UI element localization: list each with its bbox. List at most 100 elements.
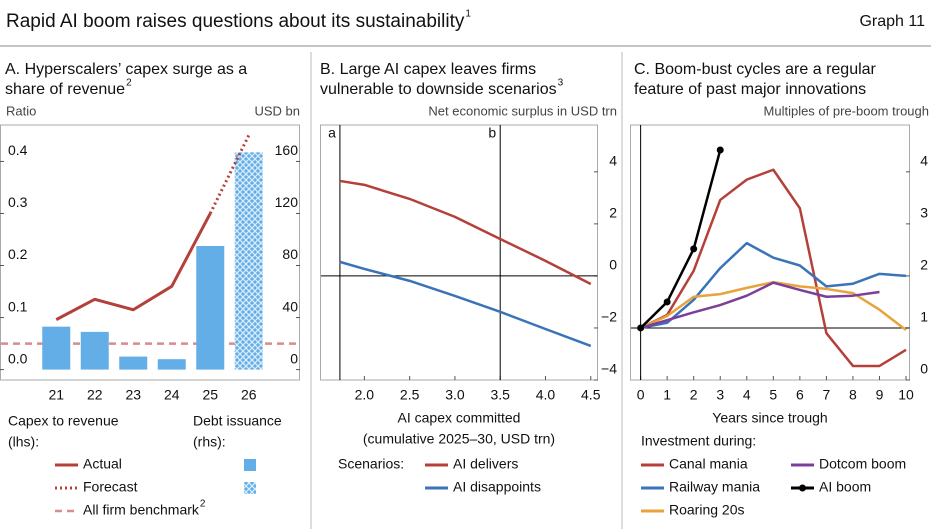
y-tick-label: 0.2 — [8, 246, 28, 262]
y-tick-label: 0.1 — [8, 298, 28, 314]
x-tick-label: 2 — [690, 387, 698, 403]
x-tick-label: 0 — [637, 387, 645, 403]
legend-swatch — [799, 484, 806, 492]
x-tick-label: 26 — [241, 387, 257, 403]
x-tick-label: 3.0 — [445, 387, 465, 403]
x-tick-label: 5 — [769, 387, 777, 403]
panel-subtitle: C. Boom-bust cycles are a regular — [634, 61, 877, 78]
x-tick-label: 2.5 — [400, 387, 420, 403]
y-tick-label: 0 — [920, 361, 928, 377]
legend-title: Scenarios: — [338, 456, 404, 472]
legend-label: AI boom — [819, 479, 871, 495]
legend-label: Roaring 20s — [669, 502, 745, 518]
y-tick-label: 2 — [609, 205, 617, 221]
y-tick-label: 0.0 — [8, 350, 28, 366]
footnote-mark: 2 — [200, 499, 206, 510]
title: Rapid AI boom raises questions about its… — [6, 11, 465, 32]
x-tick-label: 24 — [164, 387, 180, 403]
footnote-mark: 2 — [126, 78, 132, 89]
footnote-mark: 3 — [558, 78, 564, 89]
y-axis-label: Ratio — [6, 103, 36, 118]
bar — [196, 245, 225, 370]
legend-swatch — [244, 459, 256, 471]
legend-label: AI delivers — [453, 456, 518, 472]
y2-tick-label: 160 — [275, 142, 299, 158]
legend-title: (lhs): — [8, 434, 39, 450]
x-tick-label: 9 — [876, 387, 884, 403]
x-tick-label: 6 — [796, 387, 804, 403]
x-tick-label: 4.0 — [536, 387, 556, 403]
x-tick-label: 3.5 — [490, 387, 510, 403]
footnote-mark: 1 — [465, 9, 471, 20]
x-tick-label: 23 — [125, 387, 141, 403]
y2-tick-label: 0 — [290, 350, 298, 366]
y-tick-label: 3 — [920, 205, 928, 221]
y-axis-label: Multiples of pre-boom trough — [764, 103, 929, 118]
legend-label: Dotcom boom — [819, 456, 906, 472]
y-tick-label: 0 — [609, 257, 617, 273]
x-tick-label: 4.5 — [581, 387, 601, 403]
data-line — [640, 280, 907, 332]
data-line — [339, 260, 592, 348]
y-tick-label: 4 — [920, 153, 928, 169]
plot-frame — [320, 124, 598, 381]
x-tick-label: 10 — [898, 387, 914, 403]
x-tick-label: 2.0 — [355, 387, 375, 403]
x-tick-label: 3 — [716, 387, 724, 403]
data-point — [637, 324, 645, 332]
panel-subtitle: share of revenue — [5, 81, 125, 98]
legend-label: All firm benchmark — [83, 502, 200, 518]
legend-swatch — [244, 482, 256, 494]
y-tick-label: 1 — [920, 309, 928, 325]
x-axis-label: (cumulative 2025–30, USD trn) — [363, 431, 555, 447]
legend-title: Investment during: — [641, 433, 756, 449]
data-line — [640, 241, 907, 330]
y2-tick-label: 40 — [282, 298, 298, 314]
legend-label: Railway mania — [669, 479, 760, 495]
legend-title: Capex to revenue — [8, 413, 119, 429]
graph-label: Graph 11 — [859, 13, 925, 30]
x-tick-label: 4 — [743, 387, 751, 403]
y2-tick-label: 120 — [275, 194, 299, 210]
bar — [42, 326, 71, 370]
bar — [119, 356, 148, 370]
data-line — [640, 281, 880, 330]
data-line — [339, 179, 592, 286]
panel-subtitle: vulnerable to downside scenarios — [320, 81, 557, 98]
data-line — [639, 149, 722, 329]
y-tick-label: 0.4 — [8, 142, 28, 158]
x-tick-label: 1 — [663, 387, 671, 403]
bar — [157, 359, 186, 370]
data-point — [663, 298, 671, 306]
x-tick-label: 8 — [849, 387, 857, 403]
y-tick-label: 2 — [920, 257, 928, 273]
legend-label: Actual — [83, 456, 122, 472]
panel-subtitle: A. Hyperscalers’ capex surge as a — [5, 61, 247, 78]
y-tick-label: 4 — [609, 153, 617, 169]
legend-title: Debt issuance — [193, 413, 282, 429]
plot-frame — [630, 124, 910, 381]
data-point — [716, 146, 724, 154]
plot-frame — [0, 124, 300, 381]
y-tick-label: 0.3 — [8, 194, 28, 210]
legend-title: (rhs): — [193, 434, 226, 450]
panel-subtitle: feature of past major innovations — [634, 81, 866, 98]
vertical-line-label: b — [488, 125, 496, 141]
legend-label: Canal mania — [669, 456, 748, 472]
panel-subtitle: B. Large AI capex leaves firms — [320, 61, 536, 78]
y-tick-label: −4 — [601, 361, 617, 377]
x-tick-label: 21 — [48, 387, 64, 403]
bar — [80, 331, 109, 370]
data-line — [640, 168, 907, 368]
x-axis-label: AI capex committed — [398, 410, 521, 426]
vertical-line-label: a — [328, 125, 336, 141]
y-axis-label: Net economic surplus in USD trn — [428, 103, 617, 118]
data-line — [55, 212, 212, 321]
y-tick-label: −2 — [601, 309, 617, 325]
x-tick-label: 25 — [202, 387, 218, 403]
x-tick-label: 7 — [822, 387, 830, 403]
legend-label: Forecast — [83, 479, 138, 495]
x-axis-label: Years since trough — [712, 410, 827, 426]
x-tick-label: 22 — [87, 387, 103, 403]
